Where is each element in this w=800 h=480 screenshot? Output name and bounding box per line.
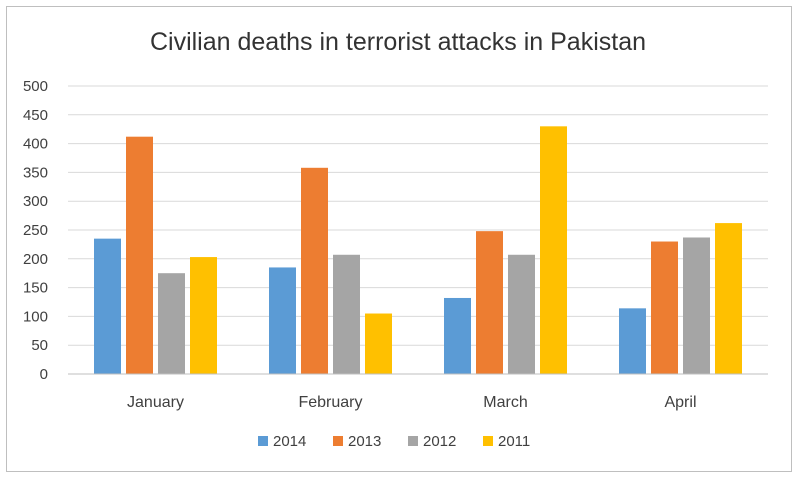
y-tick-label: 150 [23, 280, 48, 297]
bar-march-2011 [540, 126, 567, 374]
y-tick-label: 450 [23, 107, 48, 124]
bar-march-2013 [476, 231, 503, 374]
x-category-label: January [127, 394, 184, 411]
y-tick-label: 350 [23, 164, 48, 181]
y-tick-label: 0 [40, 366, 48, 383]
legend-label-2011: 2011 [498, 433, 530, 450]
y-tick-label: 250 [23, 222, 48, 239]
bar-march-2014 [444, 297, 471, 374]
bar-february-2014 [269, 267, 296, 374]
y-tick-label: 200 [23, 251, 48, 268]
y-tick-label: 50 [31, 337, 48, 354]
y-tick-label: 300 [23, 193, 48, 210]
y-tick-label: 500 [23, 78, 48, 95]
legend: 2014 2013 2012 2011 [258, 433, 530, 450]
bar-march-2012 [508, 254, 535, 374]
bar-february-2011 [365, 313, 392, 374]
bar-january-2013 [126, 136, 153, 374]
y-axis-tick-labels: 0 50 100 150 200 250 300 350 400 450 500 [23, 78, 48, 383]
bar-january-2014 [94, 238, 121, 374]
y-tick-label: 100 [23, 308, 48, 325]
legend-swatch-2014 [258, 436, 268, 446]
x-axis-category-labels: January February March April [127, 394, 696, 411]
chart-title: Civilian deaths in terrorist attacks in … [150, 28, 646, 56]
bars [94, 126, 742, 374]
bar-january-2012 [158, 273, 185, 374]
bar-january-2011 [190, 257, 217, 374]
legend-swatch-2011 [483, 436, 493, 446]
x-category-label: February [298, 394, 362, 411]
legend-swatch-2013 [333, 436, 343, 446]
bar-april-2012 [683, 237, 710, 374]
legend-swatch-2012 [408, 436, 418, 446]
bar-april-2014 [619, 308, 646, 374]
y-tick-label: 400 [23, 136, 48, 153]
bar-february-2013 [301, 167, 328, 374]
bar-april-2013 [651, 241, 678, 374]
legend-label-2012: 2012 [423, 433, 456, 450]
x-category-label: April [664, 394, 696, 411]
x-category-label: March [483, 394, 527, 411]
bar-february-2012 [333, 254, 360, 374]
legend-label-2013: 2013 [348, 433, 381, 450]
legend-label-2014: 2014 [273, 433, 306, 450]
bar-april-2011 [715, 223, 742, 374]
